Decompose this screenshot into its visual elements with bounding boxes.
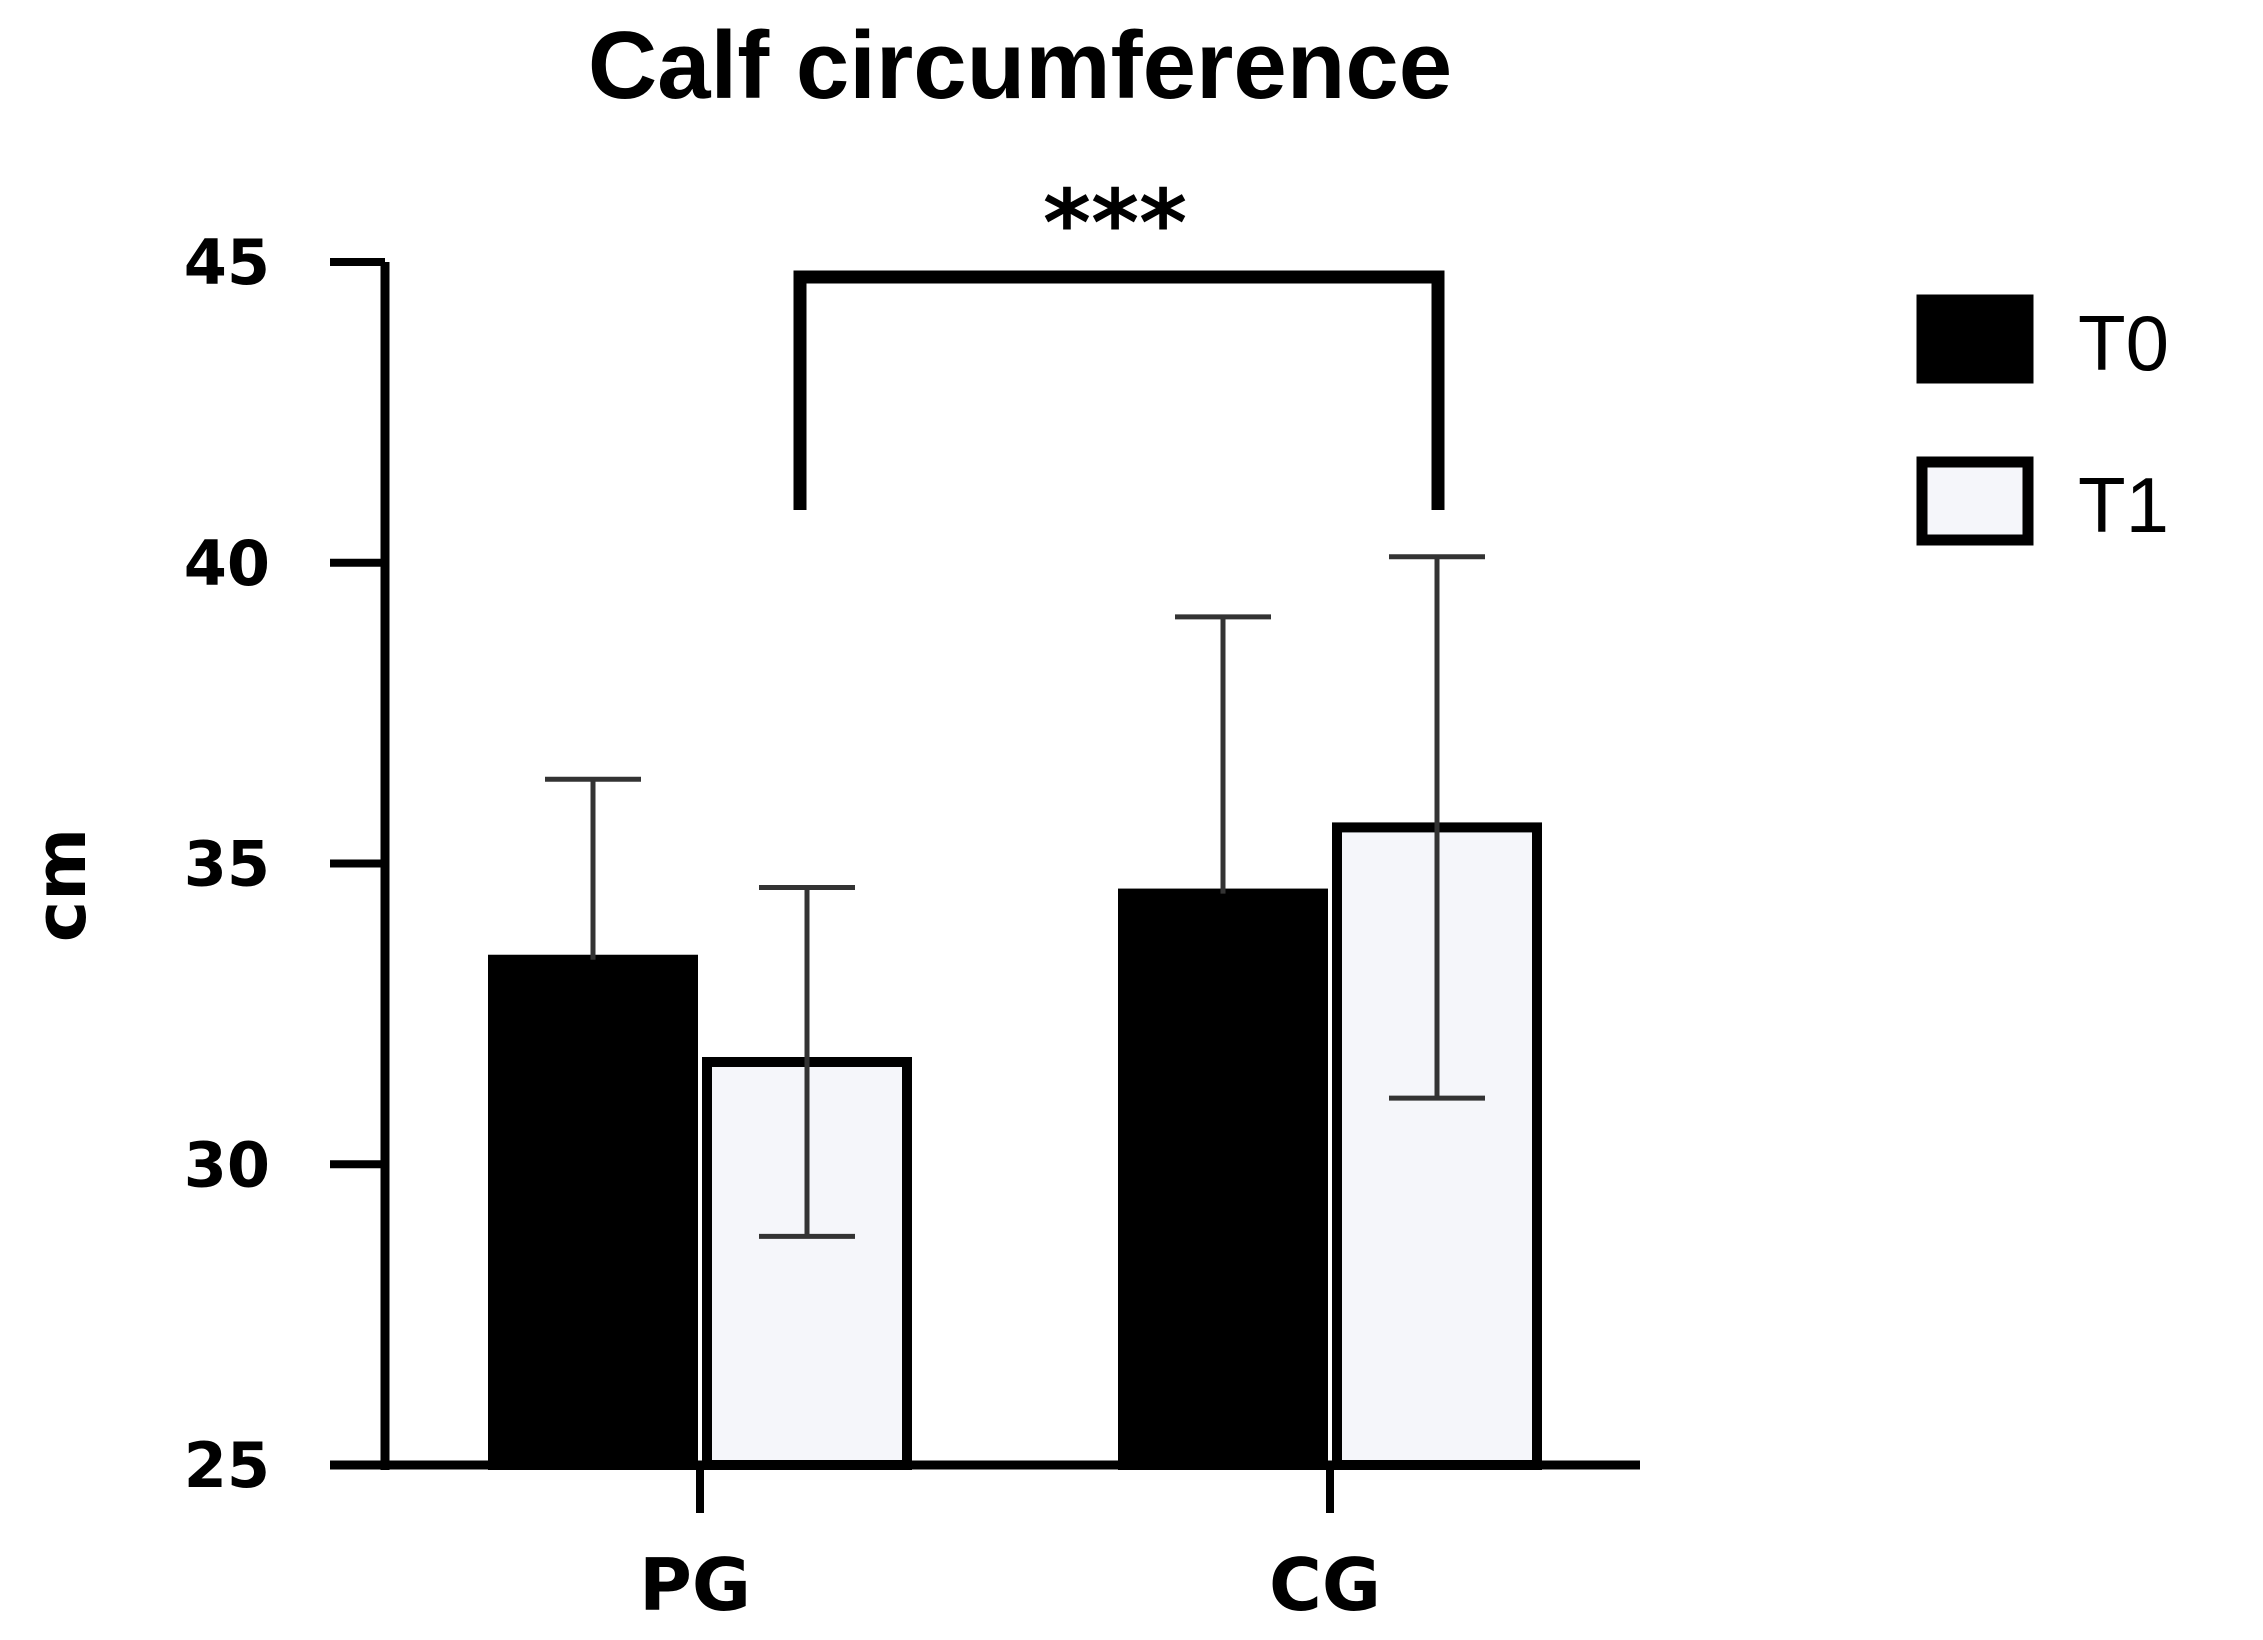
x-tick-label: PG [639,1543,751,1627]
y-tick-label: 35 [184,828,270,901]
plot-area: 25 30 35 40 45 PG CG *** [184,170,1640,1627]
legend-swatch-t0 [1916,294,2034,384]
y-tick-label: 30 [184,1128,270,1201]
significance-bracket [793,270,1445,510]
legend-label-t0: T0 [2078,299,2169,387]
y-axis-title: cm [20,828,102,942]
bar-t1-pg [702,1056,912,1470]
error-bar [1175,614,1271,894]
bar-t0-cg [1118,888,1328,1470]
error-bar [545,776,641,960]
legend-swatch-t1 [1916,456,2034,546]
y-tick-label: 40 [184,527,270,600]
y-tick-label: 25 [184,1429,270,1502]
x-tick-label: CG [1269,1543,1381,1627]
bar-t0-pg [488,954,698,1470]
legend: T0 T1 [1916,294,2169,549]
error-bar [759,885,855,1239]
legend-label-t1: T1 [2078,461,2169,549]
error-bar [1389,554,1485,1101]
y-tick-label: 45 [184,226,270,299]
chart-title: Calf circumference [588,12,1452,119]
significance-label: *** [1043,170,1187,277]
